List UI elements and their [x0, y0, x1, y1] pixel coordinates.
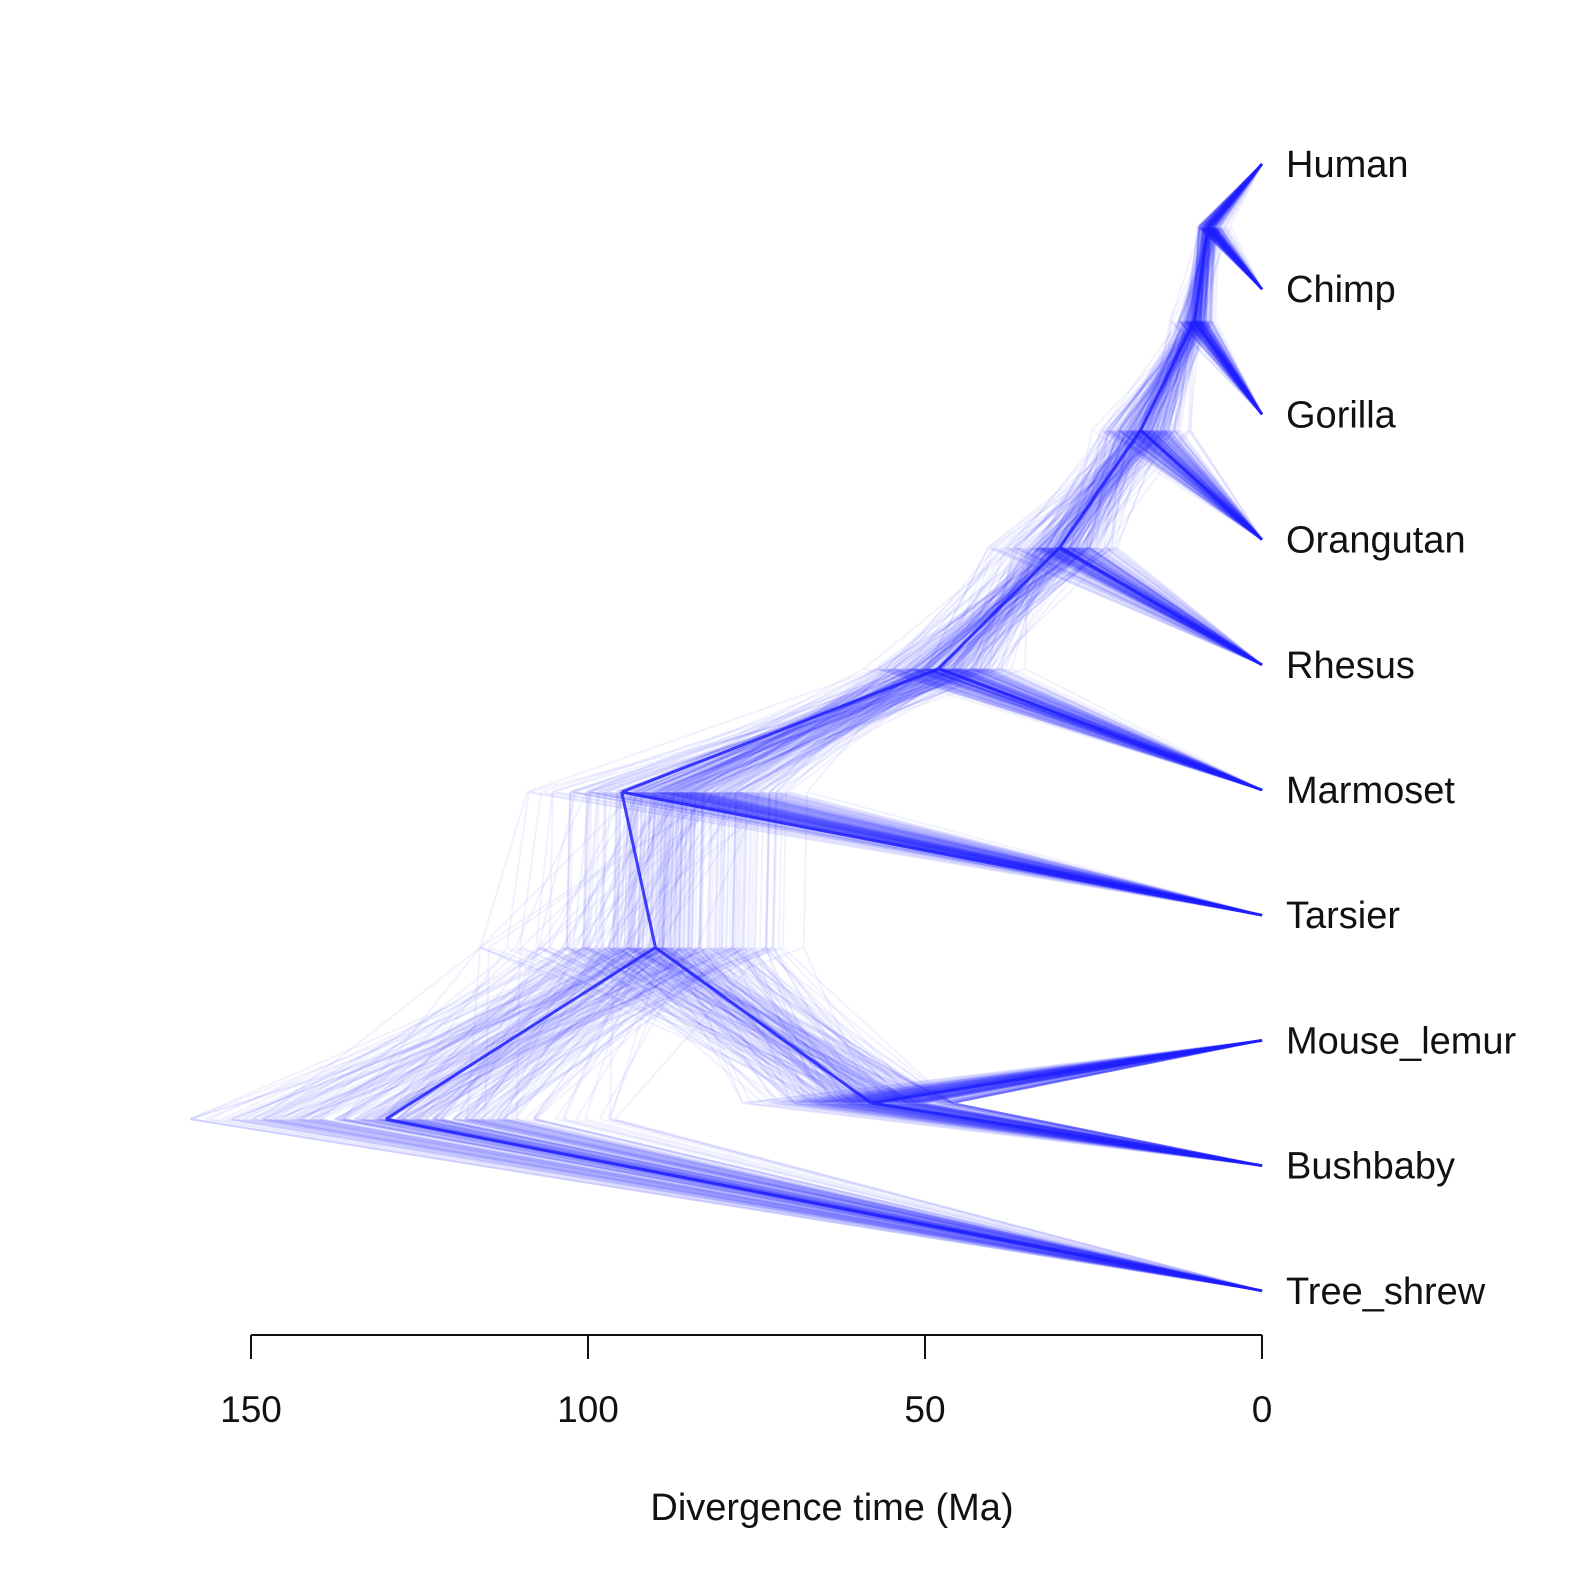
tree-sample	[357, 163, 1263, 1292]
tip-label: Tarsier	[1286, 895, 1400, 937]
tree-sample	[388, 163, 1263, 1292]
tree-sample	[479, 163, 1263, 1292]
tip-label: Human	[1286, 144, 1409, 186]
tree-sample	[503, 163, 1263, 1292]
x-axis: 150 100 50 0	[220, 1334, 1273, 1430]
tree-sample	[439, 163, 1263, 1292]
tree-sample	[354, 163, 1263, 1292]
tree-sample	[496, 163, 1263, 1292]
tree-sample	[372, 163, 1263, 1292]
x-tick-label: 150	[220, 1389, 282, 1430]
tree-sample	[230, 163, 1263, 1292]
tree-sample	[273, 163, 1263, 1292]
tree-sample	[376, 163, 1263, 1292]
tree-sample	[463, 163, 1263, 1292]
tip-labels: Human Chimp Gorilla Orangutan Rhesus Marmoset…	[1286, 144, 1517, 1313]
tree-sample	[261, 163, 1263, 1292]
x-tick-label: 0	[1252, 1389, 1273, 1430]
tree-sample	[362, 163, 1263, 1292]
tree-sample	[431, 163, 1263, 1292]
x-tick-label: 50	[904, 1389, 945, 1430]
tip-label: Mouse_lemur	[1286, 1020, 1517, 1062]
x-axis-title: Divergence time (Ma)	[650, 1487, 1013, 1529]
tree-sample	[453, 163, 1263, 1292]
tree-sample	[473, 163, 1263, 1292]
tree-sample	[614, 163, 1263, 1292]
tree-sample	[395, 163, 1263, 1292]
tip-label: Bushbaby	[1286, 1146, 1455, 1188]
tree-sample	[376, 163, 1263, 1292]
tree-sample	[304, 163, 1263, 1292]
tip-label: Chimp	[1286, 269, 1396, 311]
tip-label: Tree_shrew	[1286, 1271, 1486, 1313]
tree-sample	[189, 163, 1263, 1292]
tree-sample	[532, 163, 1263, 1292]
tree-sample	[189, 163, 1263, 1292]
tree-sample	[575, 163, 1263, 1292]
tree-sample	[314, 163, 1263, 1292]
tree-sample	[511, 163, 1263, 1292]
consensus-tree	[384, 163, 1264, 1293]
tree-sample	[385, 163, 1263, 1292]
tree-sample	[334, 163, 1263, 1292]
tree-sample	[498, 163, 1263, 1292]
x-tick-label: 100	[557, 1389, 619, 1430]
tree-sample	[286, 163, 1263, 1292]
tree-sample	[503, 163, 1263, 1292]
tree-sample	[370, 163, 1263, 1292]
tree-sample	[397, 163, 1263, 1292]
tree-sample	[400, 163, 1263, 1292]
tree-sample	[374, 163, 1263, 1292]
tree-sample	[414, 163, 1263, 1292]
tree-samples	[189, 163, 1264, 1293]
tree-sample	[607, 163, 1263, 1292]
tip-label: Gorilla	[1286, 394, 1397, 436]
tip-label: Orangutan	[1286, 520, 1466, 562]
tip-label: Rhesus	[1286, 645, 1415, 687]
tree-sample	[563, 163, 1263, 1292]
tree-sample	[293, 163, 1263, 1292]
tip-label: Marmoset	[1286, 770, 1455, 812]
tree-sample	[302, 163, 1263, 1292]
tree-sample	[277, 163, 1263, 1292]
